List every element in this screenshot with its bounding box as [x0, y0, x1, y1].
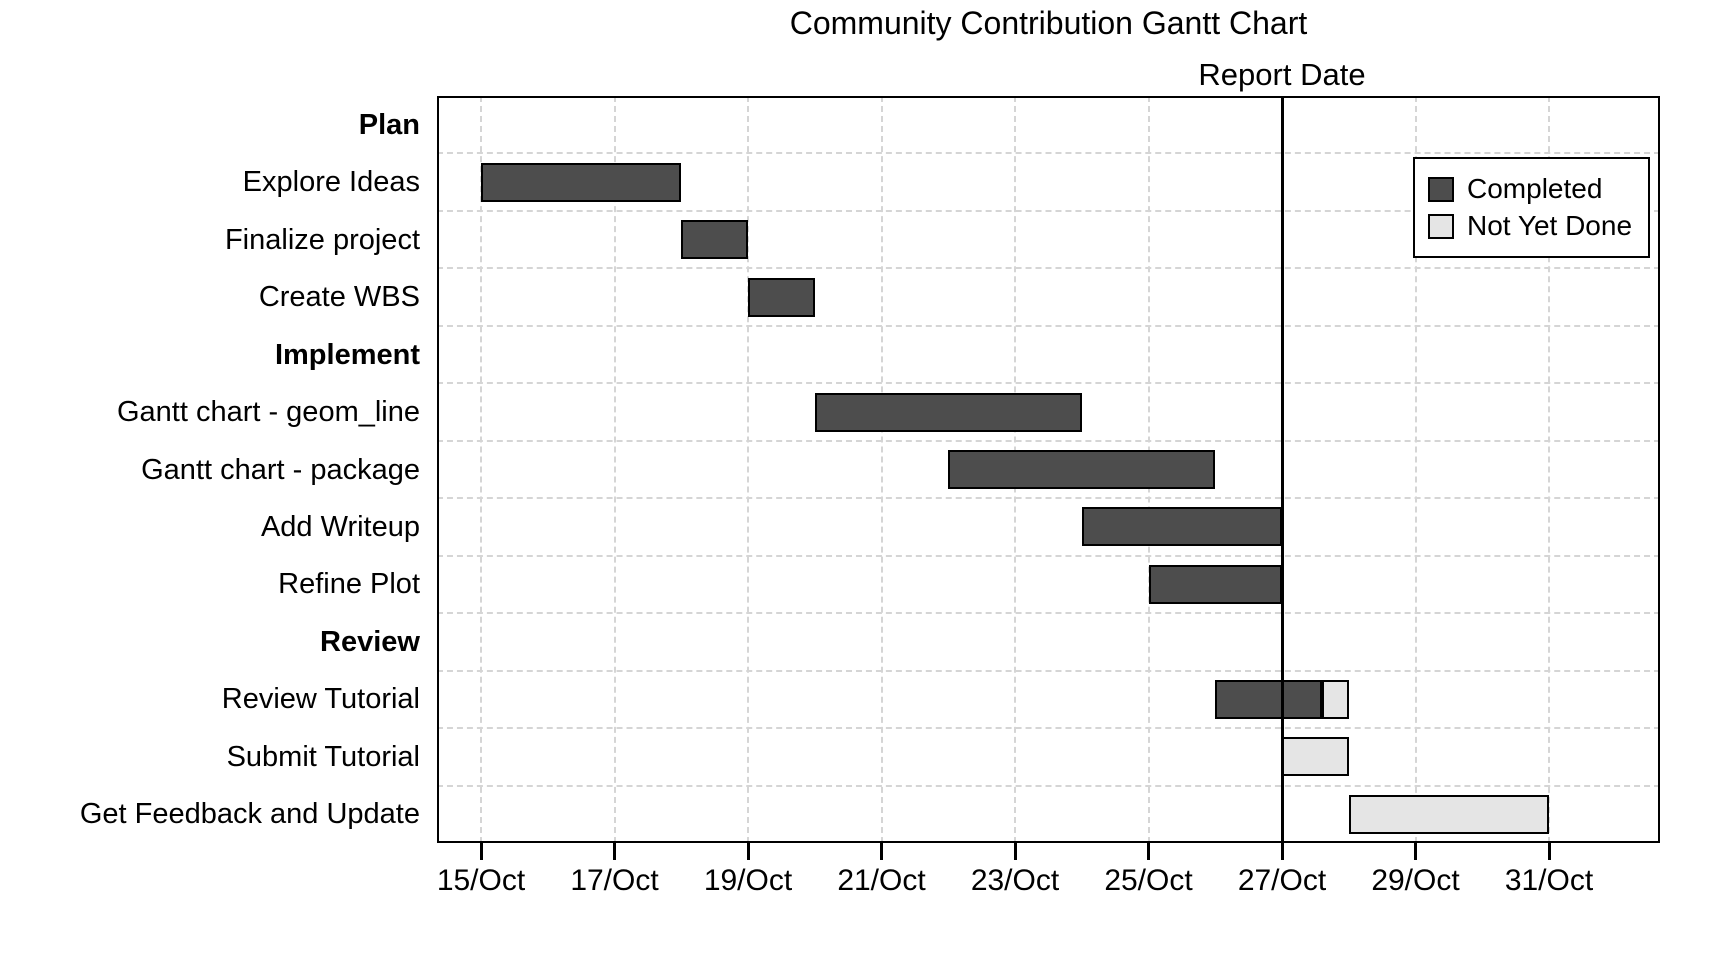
gridline-horizontal — [437, 324, 1660, 327]
y-axis-task-label: Gantt chart - geom_line — [116, 396, 420, 429]
gantt-bar-notdone — [1348, 794, 1549, 834]
y-axis-task-label: Explore Ideas — [242, 166, 420, 199]
x-axis-tick-label: 23/Oct — [970, 864, 1060, 897]
gantt-bar-notdone — [1322, 679, 1349, 719]
gantt-bar-notdone — [1282, 737, 1349, 777]
gridline-vertical — [480, 96, 482, 843]
gridline-horizontal — [437, 784, 1660, 787]
y-axis-group-label: Review — [320, 625, 420, 658]
legend: Completed Not Yet Done — [1413, 157, 1650, 258]
gantt-bar-completed — [481, 162, 682, 202]
gantt-bar-completed — [948, 450, 1216, 489]
gridline-horizontal — [437, 554, 1660, 557]
y-axis-task-label: Create WBS — [258, 281, 420, 314]
gantt-bar-completed — [814, 392, 1082, 432]
x-axis-tick-label: 29/Oct — [1371, 864, 1460, 897]
legend-item-not-yet-done: Not Yet Done — [1428, 211, 1648, 241]
x-axis-tick-label: 19/Oct — [703, 864, 793, 897]
x-axis-tick — [1547, 843, 1551, 860]
x-axis-tick-label: 25/Oct — [1104, 864, 1193, 897]
gridline-horizontal — [437, 152, 1660, 155]
legend-swatch-completed-icon — [1428, 176, 1454, 202]
gantt-bar-completed — [1215, 679, 1323, 719]
y-axis-group-label: Implement — [274, 338, 420, 371]
gridline-vertical — [747, 96, 749, 843]
y-axis-task-label: Get Feedback and Update — [79, 798, 420, 831]
x-axis-tick — [479, 843, 483, 860]
x-axis-tick — [746, 843, 750, 860]
y-axis-task-label: Add Writeup — [260, 510, 420, 543]
legend-label-not-yet-done: Not Yet Done — [1467, 210, 1633, 241]
x-axis-tick — [1280, 843, 1284, 860]
gantt-bar-completed — [681, 220, 748, 260]
gridline-vertical — [1548, 96, 1550, 843]
x-axis-tick-label: 15/Oct — [436, 864, 526, 897]
y-axis-task-label: Refine Plot — [278, 568, 420, 601]
y-axis-task-label: Submit Tutorial — [226, 740, 420, 773]
gridline-horizontal — [437, 209, 1660, 212]
gridline-horizontal — [437, 727, 1660, 730]
x-axis-tick-label: 21/Oct — [837, 864, 926, 897]
gridline-horizontal — [437, 267, 1660, 270]
chart-title: Community Contribution Gantt Chart — [789, 5, 1308, 41]
gridline-horizontal — [437, 439, 1660, 442]
gridline-horizontal — [437, 382, 1660, 385]
gantt-bar-completed — [1148, 564, 1282, 604]
gantt-bar-completed — [1081, 507, 1282, 547]
gridline-horizontal — [437, 669, 1660, 672]
y-axis-group-label: Plan — [358, 108, 420, 141]
report-date-label: Report Date — [1198, 57, 1366, 92]
legend-label-completed: Completed — [1467, 173, 1603, 204]
x-axis-tick — [1414, 843, 1417, 860]
gridline-vertical — [613, 96, 616, 843]
report-date-line — [1280, 96, 1284, 843]
x-axis-tick-label: 17/Oct — [570, 864, 659, 897]
x-axis-tick-label: 27/Oct — [1237, 864, 1327, 897]
gridline-vertical — [1414, 96, 1417, 843]
y-axis-task-label: Gantt chart - package — [141, 453, 420, 486]
gridline-vertical — [880, 96, 883, 843]
x-axis-tick-label: 31/Oct — [1504, 864, 1594, 897]
legend-swatch-not-yet-done-icon — [1428, 213, 1454, 239]
gantt-bar-completed — [748, 277, 815, 317]
y-axis-task-label: Finalize project — [224, 223, 420, 256]
y-axis-task-label: Review Tutorial — [221, 683, 420, 716]
gridline-horizontal — [437, 612, 1660, 615]
x-axis-tick — [1013, 843, 1017, 860]
x-axis-tick — [880, 843, 883, 860]
gridline-horizontal — [437, 497, 1660, 500]
x-axis-tick — [613, 843, 616, 860]
legend-item-completed: Completed — [1428, 174, 1648, 204]
x-axis-tick — [1147, 843, 1150, 860]
